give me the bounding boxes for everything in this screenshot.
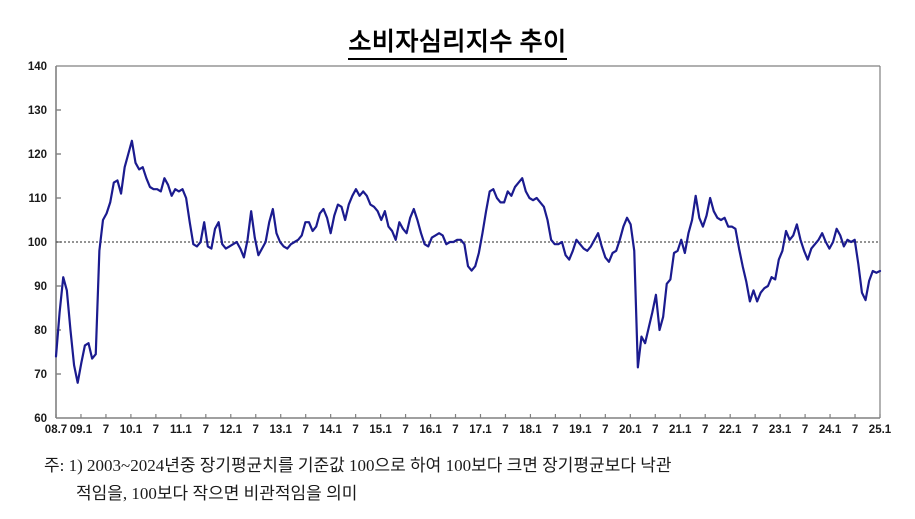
x-axis-tick-label: 18.1 xyxy=(519,424,542,436)
y-axis-tick-label: 90 xyxy=(34,281,47,293)
x-axis-tick-label: 7 xyxy=(253,424,259,436)
x-axis-tick-label: 7 xyxy=(103,424,109,436)
x-axis-tick-label: 7 xyxy=(602,424,608,436)
x-axis-tick-label: 7 xyxy=(452,424,458,436)
x-axis-tick-label: 7 xyxy=(752,424,758,436)
x-axis-tick-label: 12.1 xyxy=(220,424,243,436)
x-axis-tick-label: 7 xyxy=(852,424,858,436)
x-axis-tick-label: 7 xyxy=(402,424,408,436)
x-axis-tick-label: 23.1 xyxy=(769,424,792,436)
footnote: 주: 1) 2003~2024년중 장기평균치를 기준값 100으로 하여 10… xyxy=(44,452,894,508)
x-axis-tick-label: 7 xyxy=(302,424,308,436)
y-axis-tick-label: 60 xyxy=(34,413,47,425)
x-axis-tick-label: 7 xyxy=(203,424,209,436)
x-axis-tick-label: 17.1 xyxy=(469,424,492,436)
x-axis-tick-label: 7 xyxy=(502,424,508,436)
footnote-line-2: 적임을, 100보다 작으면 비관적임을 의미 xyxy=(76,484,358,503)
y-axis-tick-label: 140 xyxy=(28,61,47,73)
chart-title-text: 소비자심리지수 추이 xyxy=(348,29,567,60)
page-title: 소비자심리지수 추이 xyxy=(0,22,915,60)
x-axis-tick-label: 14.1 xyxy=(319,424,342,436)
y-axis-tick-label: 100 xyxy=(28,237,47,249)
x-axis-tick-label: 7 xyxy=(702,424,708,436)
y-axis-tick-label: 70 xyxy=(34,369,47,381)
x-axis-tick-label: 7 xyxy=(552,424,558,436)
x-axis-tick-label: 7 xyxy=(352,424,358,436)
footnote-line-1: 주: 1) 2003~2024년중 장기평균치를 기준값 100으로 하여 10… xyxy=(44,456,672,475)
x-axis-tick-label: 10.1 xyxy=(120,424,143,436)
x-axis-tick-label: 19.1 xyxy=(569,424,592,436)
y-axis-tick-label: 120 xyxy=(28,149,47,161)
x-axis-tick-label: 22.1 xyxy=(719,424,742,436)
x-axis-tick-label: 24.1 xyxy=(819,424,842,436)
x-axis-tick-label: 09.1 xyxy=(70,424,93,436)
y-axis-tick-label: 130 xyxy=(28,105,47,117)
x-axis-tick-label: 7 xyxy=(802,424,808,436)
x-axis-tick-label: 13.1 xyxy=(270,424,293,436)
x-axis-tick-labels: 08.7 09.1 7 10.1 7 11.1 7 12.1 7 13.1 7 14.1 7 15.1 7 1… xyxy=(45,424,892,436)
y-axis-tick-label: 110 xyxy=(28,193,47,205)
x-axis-tick-label: 08.7 xyxy=(45,424,67,436)
x-axis-tick-label: 7 xyxy=(652,424,658,436)
series-line-consumer-sentiment xyxy=(54,139,882,384)
x-axis-tick-label: 15.1 xyxy=(369,424,392,436)
y-axis-tick-labels: 140 130 120 110 100 90 80 70 60 xyxy=(28,61,47,425)
x-axis-tick-label: 25.1 xyxy=(869,424,892,436)
x-axis-tick-label: 7 xyxy=(153,424,159,436)
x-axis-tick-label: 20.1 xyxy=(619,424,642,436)
x-axis-tick-label: 21.1 xyxy=(669,424,692,436)
y-axis-tick-label: 80 xyxy=(34,325,47,337)
x-axis-tick-label: 11.1 xyxy=(170,424,192,436)
x-axis-tick-label: 16.1 xyxy=(419,424,442,436)
